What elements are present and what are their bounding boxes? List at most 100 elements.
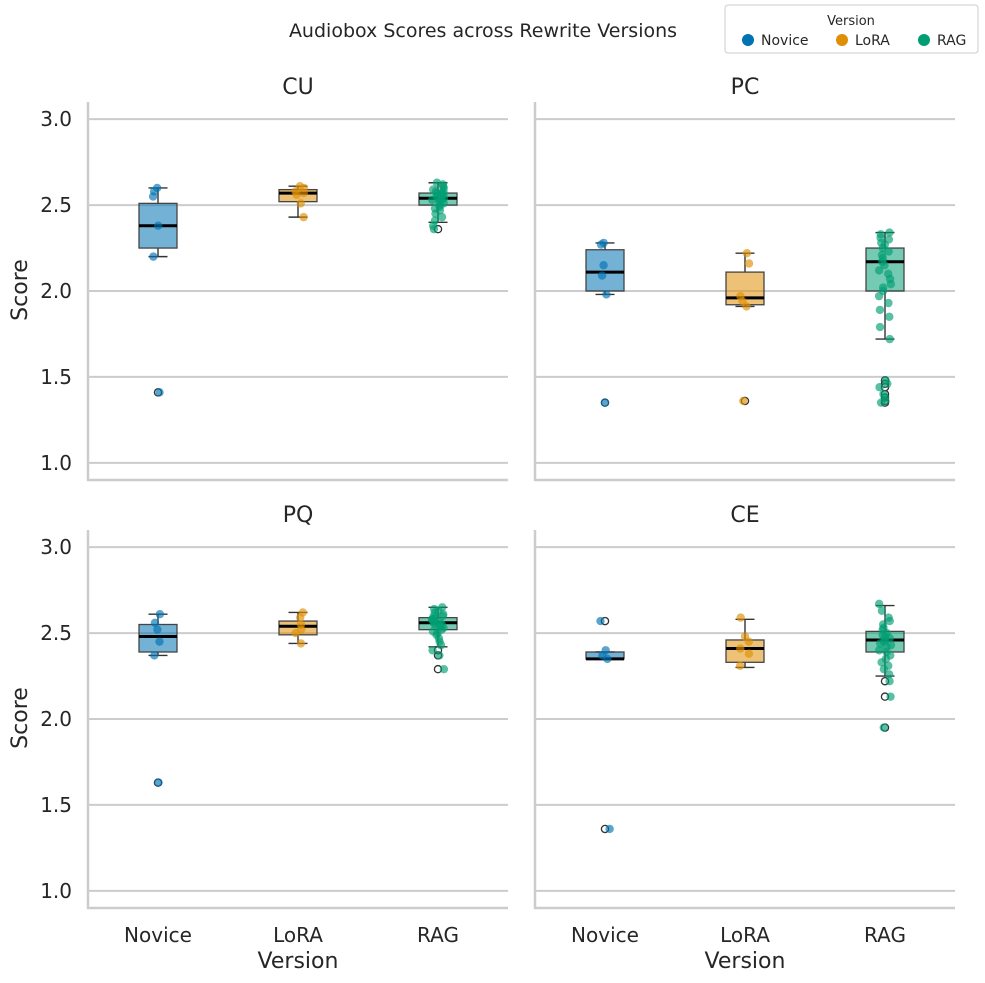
- data-point: [155, 609, 165, 619]
- y-tick-label: 1.5: [40, 365, 72, 389]
- data-point: [879, 664, 889, 674]
- data-point: [744, 259, 754, 268]
- data-point: [155, 637, 164, 646]
- data-point: [605, 824, 614, 834]
- data-point: [736, 644, 745, 653]
- legend: Version Novice LoRA RAG: [724, 4, 979, 54]
- legend-frame: [724, 4, 979, 54]
- data-point: [153, 625, 162, 634]
- data-point: [735, 661, 745, 670]
- data-point: [883, 379, 892, 388]
- data-point: [884, 247, 893, 256]
- legend-marker-novice: [742, 34, 754, 46]
- data-point: [742, 302, 751, 311]
- panel-pq: 1.0 1.5 2.0 2.5 3.0 Novice LoRA RAG PQ: [40, 503, 508, 947]
- data-point: [744, 637, 753, 646]
- x-axis-label-left: Version: [258, 949, 339, 974]
- x-tick-label: RAG: [864, 923, 906, 947]
- x-tick-label: LoRA: [720, 923, 770, 947]
- data-point: [874, 266, 884, 275]
- data-point: [874, 646, 884, 655]
- data-point: [603, 654, 612, 664]
- data-point: [296, 613, 305, 622]
- data-point: [428, 195, 437, 205]
- panel-title-cu: CU: [282, 75, 313, 100]
- data-point: [296, 199, 305, 208]
- legend-label-rag: RAG: [937, 33, 966, 49]
- legend-label-novice: Novice: [761, 33, 809, 49]
- y-axis-label-top: Score: [8, 259, 33, 321]
- panel-ce: Novice LoRA RAG CE: [533, 503, 955, 947]
- data-point: [299, 212, 308, 222]
- y-tick-label: 2.5: [40, 621, 72, 645]
- data-point: [596, 240, 606, 249]
- data-point: [596, 616, 605, 626]
- data-point: [744, 649, 754, 658]
- legend-title: Version: [827, 14, 875, 29]
- data-point: [600, 398, 610, 407]
- x-tick-label: Novice: [571, 923, 639, 947]
- panel-title-ce: CE: [730, 503, 759, 528]
- data-point: [296, 639, 306, 648]
- data-point: [153, 221, 163, 230]
- x-tick-label: Novice: [124, 923, 192, 947]
- data-point: [875, 305, 885, 315]
- data-point: [879, 723, 888, 732]
- y-tick-label: 3.0: [40, 535, 72, 559]
- data-point: [885, 312, 894, 321]
- legend-marker-lora: [836, 34, 848, 46]
- data-point: [885, 677, 894, 686]
- data-point: [886, 692, 895, 701]
- y-tick-label: 3.0: [40, 107, 72, 131]
- x-tick-label: RAG: [417, 923, 459, 947]
- data-point: [154, 778, 163, 787]
- legend-label-lora: LoRA: [855, 33, 890, 49]
- data-point: [299, 188, 308, 198]
- data-point: [885, 334, 894, 344]
- panel-pc: PC: [533, 75, 955, 482]
- y-tick-label: 2.0: [40, 279, 72, 303]
- data-point: [736, 613, 745, 622]
- data-point: [885, 228, 894, 237]
- data-point: [877, 658, 886, 667]
- figure-title: Audiobox Scores across Rewrite Versions: [289, 20, 677, 42]
- data-point: [885, 616, 894, 626]
- data-point: [149, 252, 158, 261]
- data-point: [884, 298, 893, 308]
- data-point: [599, 261, 608, 270]
- legend-marker-rag: [918, 34, 930, 46]
- y-tick-label: 2.5: [40, 193, 72, 217]
- data-point: [291, 628, 300, 638]
- y-tick-label: 1.5: [40, 793, 72, 817]
- y-tick-label: 1.0: [40, 451, 72, 475]
- y-tick-label: 2.0: [40, 707, 72, 731]
- data-point: [429, 224, 439, 234]
- data-point: [602, 290, 611, 299]
- data-point: [886, 279, 896, 289]
- data-point: [435, 651, 444, 660]
- data-point: [739, 396, 748, 406]
- data-point: [874, 599, 884, 609]
- x-axis-label-right: Version: [705, 949, 786, 974]
- data-point: [874, 291, 884, 301]
- data-point: [428, 646, 437, 655]
- y-axis-label-bottom: Score: [8, 687, 33, 749]
- data-point: [438, 611, 448, 621]
- data-point: [436, 640, 446, 650]
- data-point: [155, 388, 164, 397]
- panel-cu: 1.0 1.5 2.0 2.5 3.0 CU: [40, 75, 508, 482]
- data-point: [876, 398, 886, 407]
- data-point: [742, 249, 752, 258]
- data-point: [150, 651, 159, 660]
- data-point: [431, 209, 440, 218]
- data-point: [875, 322, 885, 332]
- data-point: [437, 212, 447, 222]
- x-tick-label: LoRA: [273, 923, 323, 947]
- data-point: [597, 271, 607, 280]
- data-point: [150, 618, 160, 627]
- data-point: [876, 639, 885, 648]
- data-point: [292, 190, 301, 199]
- y-tick-label: 1.0: [40, 879, 72, 903]
- data-point: [885, 670, 894, 679]
